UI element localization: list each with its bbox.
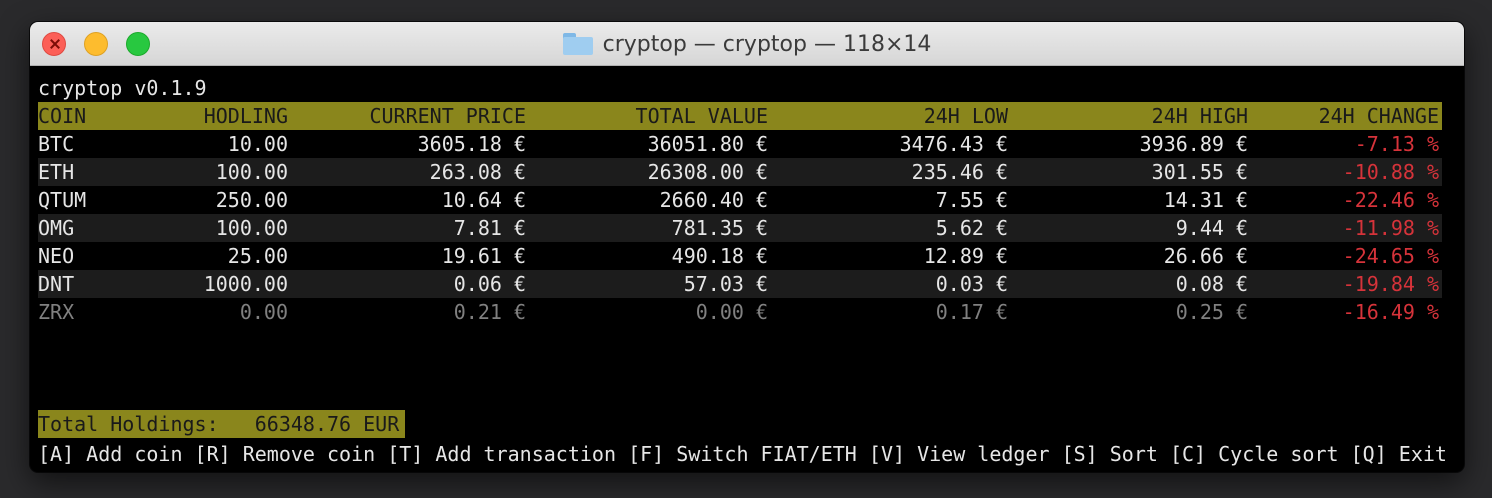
terminal-content[interactable]: cryptop v0.1.9 COIN HODLING CURRENT PRIC… <box>30 74 1464 468</box>
coin-cell: ZRX <box>38 300 75 324</box>
high-cell: 14.31 € <box>1163 188 1248 212</box>
column-header-24h-low: 24H LOW <box>923 104 1008 128</box>
low-cell: 0.03 € <box>935 272 1008 296</box>
total-value-cell: 26308.00 € <box>647 160 768 184</box>
coin-cell: OMG <box>38 216 75 240</box>
shortcut-add-transaction[interactable]: [T] Add transaction <box>387 442 617 466</box>
low-cell: 3476.43 € <box>899 132 1008 156</box>
total-value-cell: 490.18 € <box>671 244 768 268</box>
help-bar: [A] Add coin [R] Remove coin [T] Add tra… <box>38 440 1464 468</box>
price-cell: 263.08 € <box>429 160 526 184</box>
low-cell: 235.46 € <box>911 160 1008 184</box>
high-cell: 3936.89 € <box>1139 132 1248 156</box>
change-cell: -19.84 % <box>1342 272 1439 296</box>
column-header-total-value: TOTAL VALUE <box>635 104 768 128</box>
shortcut-add-coin[interactable]: [A] Add coin <box>38 442 183 466</box>
table-row: ETH 100.00 263.08 € 26308.00 € 235.46 € … <box>38 158 1442 186</box>
total-holdings-bar: Total Holdings: 66348.76 EUR <box>38 410 406 438</box>
change-cell: -16.49 % <box>1342 300 1439 324</box>
coin-cell: QTUM <box>38 188 87 212</box>
column-header-hodling: HODLING <box>203 104 288 128</box>
column-header-coin: COIN <box>38 104 87 128</box>
table-row: OMG 100.00 7.81 € 781.35 € 5.62 € 9.44 €… <box>38 214 1442 242</box>
change-cell: -10.88 % <box>1342 160 1439 184</box>
shortcut-remove-coin[interactable]: [R] Remove coin <box>194 442 376 466</box>
totals-line: Total Holdings: 66348.76 EUR <box>38 410 1464 438</box>
table-row: BTC 10.00 3605.18 € 36051.80 € 3476.43 €… <box>38 130 1442 158</box>
low-cell: 0.17 € <box>935 300 1008 324</box>
hodling-cell: 100.00 <box>215 160 288 184</box>
hodling-cell: 10.00 <box>227 132 288 156</box>
column-header-24h-change: 24H CHANGE <box>1318 104 1439 128</box>
zoom-button[interactable] <box>126 32 150 56</box>
change-cell: -24.65 % <box>1342 244 1439 268</box>
shortcut-view-ledger[interactable]: [V] View ledger <box>868 442 1050 466</box>
low-cell: 5.62 € <box>935 216 1008 240</box>
shortcut-cycle-sort[interactable]: [C] Cycle sort <box>1169 442 1339 466</box>
table-row: ZRX 0.00 0.21 € 0.00 € 0.17 € 0.25 € -16… <box>38 298 1442 326</box>
hodling-cell: 0.00 <box>239 300 288 324</box>
hodling-cell: 250.00 <box>215 188 288 212</box>
total-value-cell: 2660.40 € <box>659 188 768 212</box>
shortcut-sort[interactable]: [S] Sort <box>1061 442 1158 466</box>
total-value-cell: 0.00 € <box>695 300 768 324</box>
table-header: COIN HODLING CURRENT PRICE TOTAL VALUE 2… <box>38 102 1442 130</box>
terminal-window: cryptop — cryptop — 118×14 cryptop v0.1.… <box>30 22 1464 472</box>
high-cell: 0.08 € <box>1175 272 1248 296</box>
price-cell: 10.64 € <box>441 188 526 212</box>
coin-cell: DNT <box>38 272 75 296</box>
price-cell: 19.61 € <box>441 244 526 268</box>
shortcut-switch-fiat-eth[interactable]: [F] Switch FIAT/ETH <box>628 442 857 466</box>
high-cell: 26.66 € <box>1163 244 1248 268</box>
column-header-current-price: CURRENT PRICE <box>369 104 526 128</box>
change-cell: -22.46 % <box>1342 188 1439 212</box>
table-row: NEO 25.00 19.61 € 490.18 € 12.89 € 26.66… <box>38 242 1442 270</box>
title-group: cryptop — cryptop — 118×14 <box>30 22 1464 66</box>
hodling-cell: 100.00 <box>215 216 288 240</box>
close-button[interactable] <box>42 32 66 56</box>
hodling-cell: 25.00 <box>227 244 288 268</box>
coin-cell: ETH <box>38 160 75 184</box>
low-cell: 7.55 € <box>935 188 1008 212</box>
table-row: DNT 1000.00 0.06 € 57.03 € 0.03 € 0.08 €… <box>38 270 1442 298</box>
total-value-cell: 57.03 € <box>683 272 768 296</box>
folder-icon <box>562 33 593 55</box>
total-value-cell: 36051.80 € <box>647 132 768 156</box>
price-cell: 3605.18 € <box>417 132 526 156</box>
total-holdings-value: 66348.76 EUR <box>254 412 400 436</box>
high-cell: 9.44 € <box>1175 216 1248 240</box>
window-title: cryptop — cryptop — 118×14 <box>602 31 932 57</box>
empty-space <box>38 326 1464 410</box>
low-cell: 12.89 € <box>923 244 1008 268</box>
minimize-button[interactable] <box>84 32 108 56</box>
column-header-24h-high: 24H HIGH <box>1151 104 1248 128</box>
high-cell: 301.55 € <box>1151 160 1248 184</box>
price-cell: 7.81 € <box>453 216 526 240</box>
table-row: QTUM 250.00 10.64 € 2660.40 € 7.55 € 14.… <box>38 186 1442 214</box>
app-title: cryptop v0.1.9 <box>38 76 207 100</box>
hodling-cell: 1000.00 <box>203 272 288 296</box>
coin-cell: BTC <box>38 132 75 156</box>
title-bar[interactable]: cryptop — cryptop — 118×14 <box>30 22 1464 66</box>
high-cell: 0.25 € <box>1175 300 1248 324</box>
coin-cell: NEO <box>38 244 75 268</box>
change-cell: -11.98 % <box>1342 216 1439 240</box>
total-holdings-label: Total Holdings: <box>38 412 219 436</box>
price-cell: 0.06 € <box>453 272 526 296</box>
price-cell: 0.21 € <box>453 300 526 324</box>
change-cell: -7.13 % <box>1354 132 1439 156</box>
total-value-cell: 781.35 € <box>671 216 768 240</box>
shortcut-exit[interactable]: [Q] Exit <box>1350 442 1447 466</box>
